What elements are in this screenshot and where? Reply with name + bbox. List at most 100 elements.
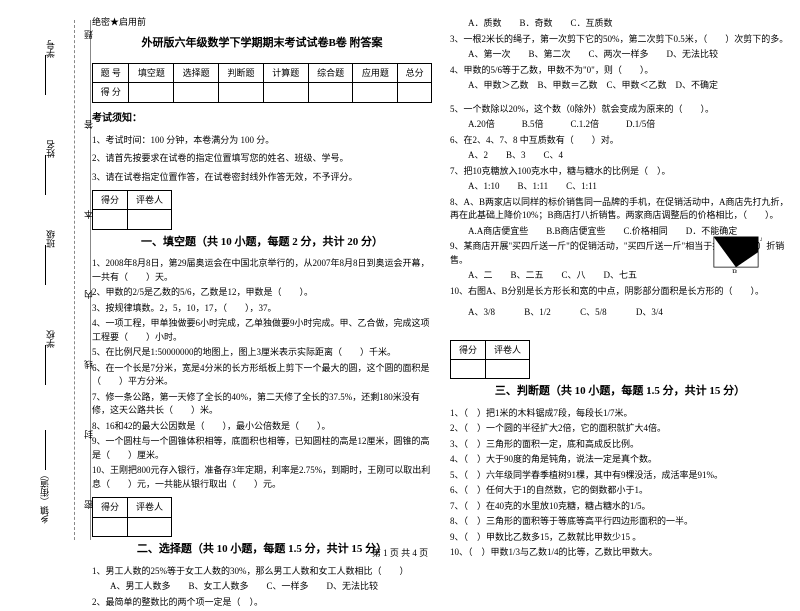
grader-table-2: 得分 评卷人	[92, 497, 172, 537]
secret-mark: 绝密★启用前	[92, 15, 432, 29]
section-3-title: 三、判断题（共 10 小题，每题 1.5 分，共计 15 分）	[450, 383, 790, 401]
mini-blank[interactable]	[128, 210, 172, 229]
mini-c1: 得分	[93, 190, 128, 209]
mini-c2: 评卷人	[128, 190, 172, 209]
q1-4: 4、一项工程，甲单独做要6小时完成，乙单独做要9小时完成。甲、乙合做，完成这项工…	[92, 317, 432, 344]
q3-1: 1、（ ）把1米的木料锯成7段，每段长1/7米。	[450, 407, 790, 421]
q2-1: 1、男工人数的25%等于女工人数的30%，那么男工人数和女工人数相比（ ）	[92, 565, 432, 579]
mini-c2: 评卷人	[486, 340, 530, 359]
q2-5-opts: A.20倍 B.5倍 C.1.2倍 D.1/5倍	[450, 118, 790, 132]
th-4: 计算题	[263, 63, 308, 82]
mini-blank[interactable]	[93, 517, 128, 536]
opt-d: D、3/4	[636, 307, 663, 317]
th-0: 题 号	[93, 63, 129, 82]
q1-6: 6、在一个长是7分米，宽是4分米的长方形纸板上剪下一个最大的圆，这个圆的面积是（…	[92, 362, 432, 389]
q2-8: 8、A、B两家店以同样的标价销售同一品牌的手机，在促销活动中，A商店先打九折，再…	[450, 196, 790, 223]
q2-2: 2、最简单的整数比的两个项一定是（ ）。	[92, 596, 432, 610]
opt-a: A、3/8	[468, 307, 495, 317]
right-column: A．质数 B．奇数 C．互质数 3、一根2米长的绳子，第一次剪下它的50%，第二…	[450, 15, 790, 611]
score-cell[interactable]	[219, 83, 264, 102]
q2-6-opts: A、2 B、3 C、4	[450, 149, 790, 163]
q1-2: 2、甲数的2/5是乙数的5/6，乙数是12，甲数是（ ）。	[92, 286, 432, 300]
q2-7: 7、把10克糖放入100克水中，糖与糖水的比例是（ ）。	[450, 165, 790, 179]
label-a: A	[760, 234, 762, 243]
q3-3: 3、（ ）三角形的面积一定，底和高成反比例。	[450, 438, 790, 452]
q1-3: 3、按规律填数。2，5，10，17，（ ），37。	[92, 302, 432, 316]
q1-7: 7、修一条公路，第一天修了全长的40%，第二天修了全长的37.5%，还剩180米…	[92, 391, 432, 418]
field-xingming[interactable]	[45, 155, 55, 195]
score-cell[interactable]	[353, 83, 398, 102]
q1-5: 5、在比例尺是1:50000000的地图上，图上3厘米表示实际距离（ ）千米。	[92, 346, 432, 360]
q2-3-opts: A、第一次 B、第二次 C、两次一样多 D、无法比较	[450, 48, 790, 62]
q2-10-opts: A、3/8 B、1/2 C、5/8 D、3/4	[468, 306, 790, 320]
notice-2: 2、请首先按要求在试卷的指定位置填写您的姓名、班级、学号。	[92, 151, 432, 165]
q2-7-opts: A、1:10 B、1:11 C、1:11	[450, 180, 790, 194]
th-5: 综合题	[308, 63, 353, 82]
q3-6: 6、（ ）任何大于1的自然数，它的倒数都小于1。	[450, 484, 790, 498]
mini-c2: 评卷人	[128, 498, 172, 517]
q1-9: 9、一个圆柱与一个圆锥体积相等，底面积也相等，已知圆柱的高是12厘米，圆锥的高是…	[92, 435, 432, 462]
score-value-row: 得 分	[93, 83, 432, 102]
field-xuexiao[interactable]	[45, 345, 55, 385]
q2-10: 10、右图A、B分别是长方形长和宽的中点，阴影部分面积是长方形的（ ）。	[450, 285, 790, 299]
section-1-title: 一、填空题（共 10 小题，每题 2 分，共计 20 分）	[92, 234, 432, 252]
score-header-row: 题 号 填空题 选择题 判断题 计算题 综合题 应用题 总分	[93, 63, 432, 82]
q3-4: 4、（ ）大于90度的角是钝角，说法一定是真个数。	[450, 453, 790, 467]
q2-4-opts: A、甲数＞乙数 B、甲数＝乙数 C、甲数＜乙数 D、不确定	[450, 79, 790, 93]
q1-8: 8、16和42的最大公因数是（ ），最小公倍数是（ ）。	[92, 420, 432, 434]
q2-1-opts: A、男工人数多 B、女工人数多 C、一样多 D、无法比较	[92, 580, 432, 594]
score-cell[interactable]	[308, 83, 353, 102]
field-xiangzhen[interactable]	[45, 430, 55, 470]
notice-heading: 考试须知：	[92, 111, 432, 127]
solid-margin-line	[90, 20, 91, 540]
rectangle-diagram: A B	[710, 233, 762, 277]
score-cell[interactable]	[398, 83, 432, 102]
score-cell[interactable]	[263, 83, 308, 102]
opt-b: B、1/2	[524, 307, 551, 317]
q3-5: 5、（ ）六年级同学春季植树91棵，其中有9棵没活，成活率是91%。	[450, 469, 790, 483]
th-3: 判断题	[219, 63, 264, 82]
label-b: B	[732, 268, 737, 273]
mini-blank[interactable]	[451, 359, 486, 378]
score-cell[interactable]	[174, 83, 219, 102]
dashed-fold-line	[74, 20, 75, 540]
mini-c1: 得分	[93, 498, 128, 517]
mini-c1: 得分	[451, 340, 486, 359]
notice-1: 1、考试时间：100 分钟，本卷满分为 100 分。	[92, 133, 432, 147]
field-xuehao[interactable]	[45, 55, 55, 95]
page-footer: 第 1 页 共 4 页	[0, 546, 800, 559]
th-6: 应用题	[353, 63, 398, 82]
q2-5: 5、一个数除以20%，这个数（0除外）就会变成为原来的（ ）。	[450, 103, 790, 117]
score-table: 题 号 填空题 选择题 判断题 计算题 综合题 应用题 总分 得 分	[92, 63, 432, 103]
q1-10: 10、王刚把800元存入银行，准备存3年定期，利率是2.75%，到期时，王刚可以…	[92, 464, 432, 491]
mini-blank[interactable]	[486, 359, 530, 378]
binding-margin: 学号 姓名 班级 学校 乡镇（街道） 题 答 本 内 线 封 密	[12, 0, 82, 565]
q3-7: 7、（ ）在40克的水里放10克糖，糖占糖水的1/5。	[450, 500, 790, 514]
q3-8: 8、（ ）三角形的面积等于等底等高平行四边形面积的一半。	[450, 515, 790, 529]
score-cell[interactable]	[129, 83, 174, 102]
th-7: 总分	[398, 63, 432, 82]
opt-c: C、5/8	[580, 307, 607, 317]
q3-2: 2、（ ）一个圆的半径扩大2倍，它的面积就扩大4倍。	[450, 422, 790, 436]
label-xiangzhen: 乡镇（街道）	[38, 470, 51, 524]
row-label: 得 分	[93, 83, 129, 102]
th-2: 选择题	[174, 63, 219, 82]
q2-6: 6、在2、4、7、8 中互质数有（ ）对。	[450, 134, 790, 148]
main-content: 绝密★启用前 外研版六年级数学下学期期末考试试卷B卷 附答案 题 号 填空题 选…	[92, 15, 790, 611]
grader-table-1: 得分 评卷人	[92, 190, 172, 230]
left-column: 绝密★启用前 外研版六年级数学下学期期末考试试卷B卷 附答案 题 号 填空题 选…	[92, 15, 432, 611]
mini-blank[interactable]	[128, 517, 172, 536]
spacer	[450, 95, 790, 101]
q2-2-opts: A．质数 B．奇数 C．互质数	[450, 17, 790, 31]
q1-1: 1、2008年8月8日，第29届奥运会在中国北京举行的，从2007年8月8日到奥…	[92, 257, 432, 284]
field-banji[interactable]	[45, 245, 55, 285]
q2-4: 4、甲数的5/6等于乙数，甲数不为"0"，则（ ）。	[450, 64, 790, 78]
q3-9: 9、（ ）甲数比乙数多15，乙数就比甲数少15 。	[450, 531, 790, 545]
th-1: 填空题	[129, 63, 174, 82]
grader-table-3: 得分 评卷人	[450, 340, 530, 380]
exam-title: 外研版六年级数学下学期期末考试试卷B卷 附答案	[92, 35, 432, 53]
notice-3: 3、请在试卷指定位置作答，在试卷密封线外作答无效，不予评分。	[92, 170, 432, 184]
mini-blank[interactable]	[93, 210, 128, 229]
diagram-svg: A B	[710, 233, 762, 273]
q2-3: 3、一根2米长的绳子，第一次剪下它的50%，第二次剪下0.5米，（ ）次剪下的多…	[450, 33, 790, 47]
